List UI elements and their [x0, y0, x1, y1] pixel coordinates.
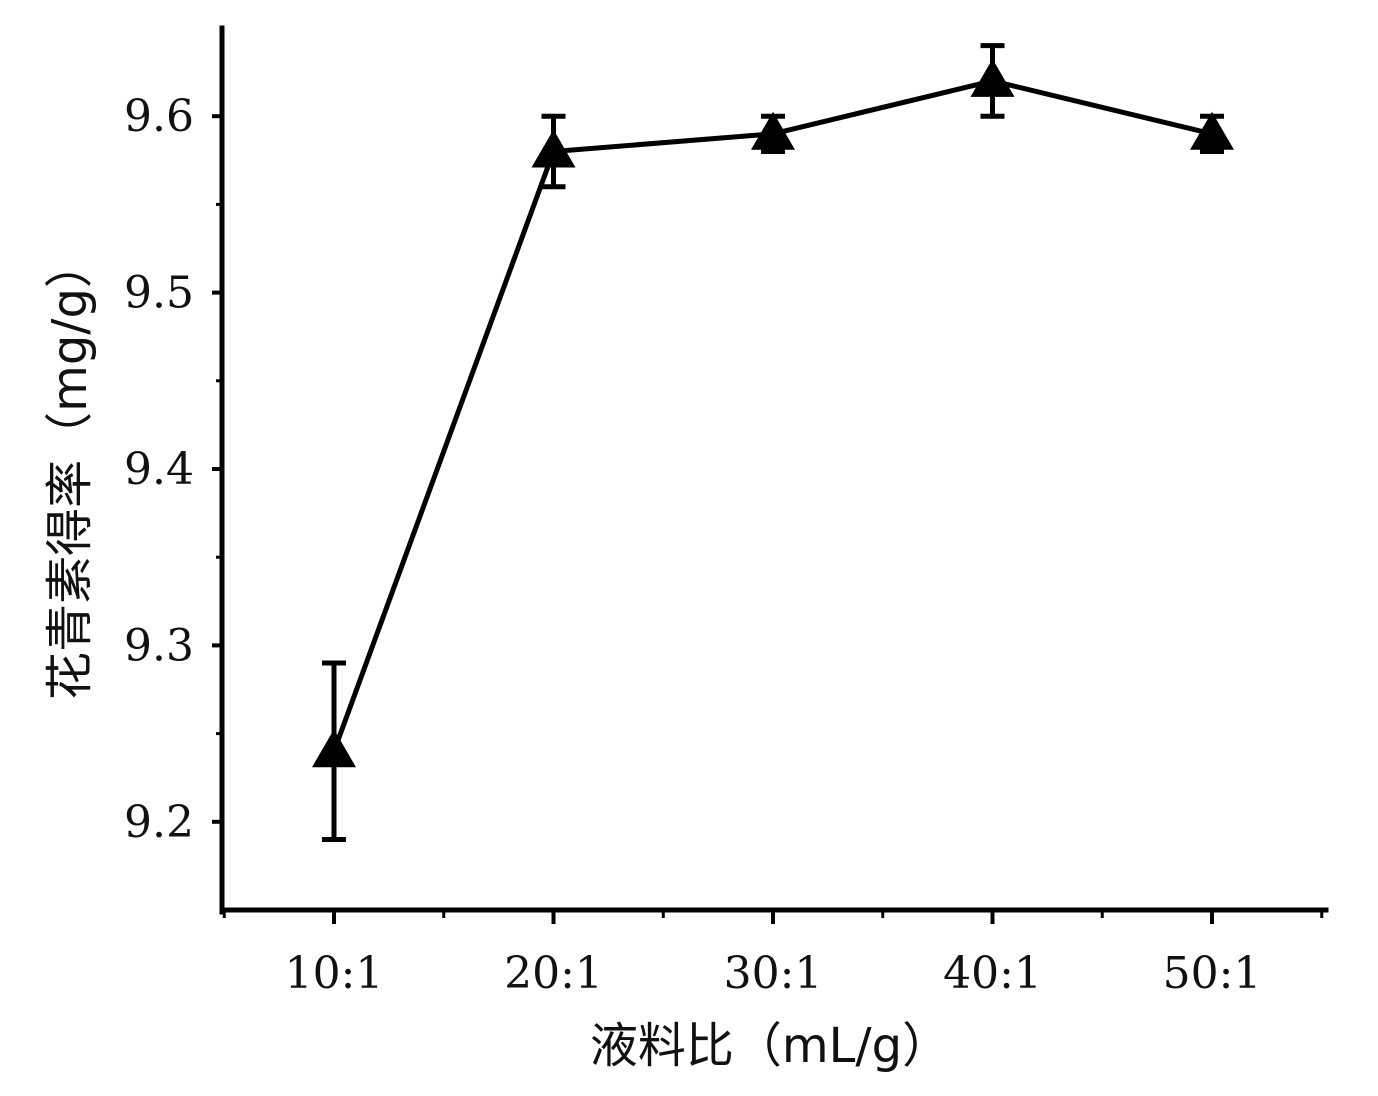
x-tick-label: 10:1 — [285, 948, 384, 999]
ticks — [212, 114, 1324, 924]
x-axis-title: 液料比（mL/g） — [590, 1018, 950, 1074]
series — [312, 43, 1234, 842]
labels: 液料比（mL/g） 花青素得率（mg/g） 9.2 9.3 9.4 9.5 9.6 10:… — [42, 91, 1261, 1074]
data-point-marker — [312, 729, 356, 768]
y-tick-label: 9.5 — [124, 268, 194, 319]
data-point-marker — [1190, 111, 1234, 150]
y-tick-label: 9.3 — [124, 620, 194, 671]
y-axis-title: 花青素得率（mg/g） — [42, 240, 98, 700]
data-point-marker — [751, 111, 795, 150]
x-tick-label: 50:1 — [1163, 948, 1262, 999]
x-tick-label: 30:1 — [724, 948, 823, 999]
x-tick-label: 40:1 — [943, 948, 1042, 999]
y-tick-label: 9.6 — [124, 91, 194, 142]
data-point-marker — [970, 58, 1015, 97]
y-tick-label: 9.2 — [124, 797, 194, 848]
y-tick-label: 9.4 — [124, 444, 194, 495]
x-tick-label: 20:1 — [504, 948, 603, 999]
series-line — [331, 78, 1213, 753]
axes — [219, 25, 1329, 915]
data-point-marker — [531, 129, 576, 168]
